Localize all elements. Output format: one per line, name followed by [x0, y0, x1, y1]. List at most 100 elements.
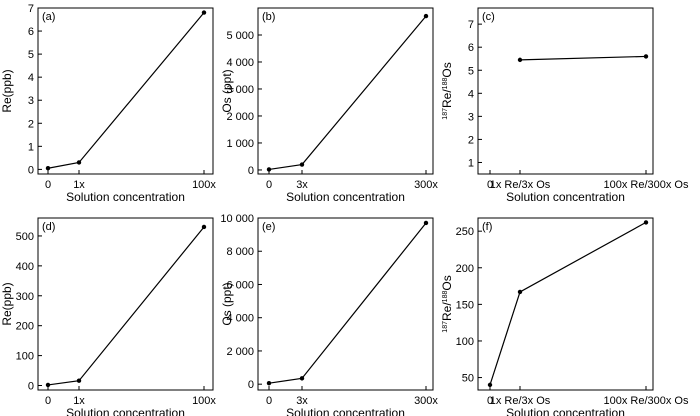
- plot-frame: [477, 7, 654, 175]
- x-tick-label: 300x: [414, 179, 438, 191]
- data-point: [517, 289, 523, 295]
- y-tick-label: 2 000: [226, 111, 254, 123]
- x-tick-label: 3x: [296, 395, 308, 407]
- series-line: [268, 222, 427, 384]
- panel-label: (c): [482, 11, 495, 23]
- panel-c: (c) 1 2 3 4 5 6 7 01x Re/3x Os 100x Re/300x OsSol…: [440, 7, 689, 204]
- y-tick-label: 5: [28, 49, 34, 61]
- y-tick-label: 4 000: [226, 57, 254, 69]
- y-axis-label: Re(ppb): [0, 69, 14, 112]
- y-tick-label: 100: [456, 336, 474, 348]
- y-tick-label: 3 000: [226, 84, 254, 96]
- y-tick-label: 6 000: [226, 279, 254, 291]
- y-tick-label: 7: [28, 3, 34, 15]
- y-tick-label: 6: [468, 42, 474, 54]
- data-point: [299, 162, 305, 167]
- panel-b: (b) 0 1 000 2 000 3 000 4 000 5 000 0 3x 300x Solu…: [220, 7, 438, 204]
- y-tick-label: 400: [16, 261, 34, 273]
- x-axis-label: Solution concentration: [286, 406, 405, 416]
- plot-frame: [37, 7, 214, 175]
- x-tick-label: 0: [487, 395, 493, 407]
- plot-frame: [257, 217, 434, 391]
- series-line: [47, 12, 205, 169]
- x-tick-label: 1x: [73, 395, 85, 407]
- x-tick-label: 100x: [192, 179, 216, 191]
- series-line: [268, 15, 427, 171]
- panel-label: (e): [262, 221, 275, 233]
- y-tick-label: 3: [468, 111, 474, 123]
- x-tick-label: 1x Re/3x Os: [490, 179, 551, 191]
- panel-d: (d) 0 100 200 300 400 500 0 1x 100x Solution conce…: [0, 217, 216, 416]
- x-tick-label: 0: [266, 395, 272, 407]
- x-tick-label: 1x: [73, 179, 85, 191]
- y-tick-label: 1: [28, 141, 34, 153]
- x-tick-label: 100x Re/300x Os: [604, 395, 689, 407]
- x-axis-label: Solution concentration: [66, 406, 185, 416]
- data-point: [517, 57, 523, 63]
- y-tick-label: 8 000: [226, 246, 254, 258]
- y-axis-label: 187Re/188Os: [440, 62, 454, 119]
- data-point: [266, 167, 272, 172]
- y-tick-label: 5 000: [226, 30, 254, 42]
- x-axis-label: Solution concentration: [506, 190, 625, 204]
- y-tick-label: 4: [468, 88, 474, 100]
- panel-a: (a) 0 1 2 3 4 5 6 7 0 1x 100x Solution concentration…: [0, 3, 216, 204]
- data-point: [201, 10, 207, 15]
- data-point: [643, 54, 649, 59]
- series-line: [489, 221, 647, 386]
- data-point: [643, 220, 649, 225]
- x-axis-label: Solution concentration: [66, 190, 185, 204]
- y-tick-label: 200: [16, 321, 34, 333]
- x-tick-label: 100x: [192, 395, 216, 407]
- y-tick-label: 150: [456, 299, 474, 311]
- x-tick-label: 0: [487, 179, 493, 191]
- data-point: [201, 224, 207, 230]
- x-tick-label: 0: [45, 395, 51, 407]
- x-tick-label: 100x Re/300x Os: [604, 179, 689, 191]
- data-point: [423, 220, 429, 226]
- x-axis-label: Solution concentration: [506, 406, 625, 416]
- panel-label: (a): [42, 11, 55, 23]
- data-point: [299, 376, 305, 381]
- y-tick-label: 10 000: [220, 213, 254, 225]
- y-tick-label: 6: [28, 26, 34, 38]
- y-tick-label: 2: [28, 118, 34, 130]
- x-tick-label: 1x Re/3x Os: [490, 395, 551, 407]
- y-tick-label: 1: [468, 157, 474, 169]
- y-tick-label: 50: [462, 373, 474, 385]
- y-tick-label: 7: [468, 19, 474, 31]
- data-point: [487, 382, 493, 388]
- y-tick-label: 4 000: [226, 313, 254, 325]
- x-axis-label: Solution concentration: [286, 190, 405, 204]
- y-tick-label: 300: [16, 291, 34, 303]
- y-axis-label: Os (ppt): [220, 282, 234, 325]
- x-tick-label: 0: [266, 179, 272, 191]
- plot-frame: [257, 7, 434, 175]
- y-tick-label: 250: [456, 226, 474, 238]
- y-tick-label: 0: [28, 164, 34, 176]
- y-tick-label: 2 000: [226, 346, 254, 358]
- data-point: [45, 166, 51, 171]
- series-line: [47, 226, 205, 386]
- panel-label: (d): [42, 221, 55, 233]
- plot-frame: [477, 217, 654, 391]
- y-axis-label: 187Re/188Os: [440, 275, 454, 332]
- y-axis-label: Re(ppb): [0, 282, 14, 325]
- data-point: [45, 382, 51, 388]
- data-point: [76, 160, 82, 165]
- y-tick-label: 2: [468, 134, 474, 146]
- y-tick-label: 100: [16, 351, 34, 363]
- data-point: [423, 13, 429, 19]
- plot-frame: [37, 217, 214, 391]
- y-axis-label: Os (ppt): [220, 69, 234, 112]
- panel-label: (b): [262, 11, 275, 23]
- y-tick-label: 0: [248, 165, 254, 177]
- y-tick-label: 3: [28, 95, 34, 107]
- y-tick-label: 1 000: [226, 138, 254, 150]
- y-tick-label: 0: [248, 379, 254, 391]
- data-point: [76, 378, 82, 383]
- y-tick-label: 5: [468, 65, 474, 77]
- panel-label: (f): [482, 221, 492, 233]
- y-tick-label: 500: [16, 231, 34, 243]
